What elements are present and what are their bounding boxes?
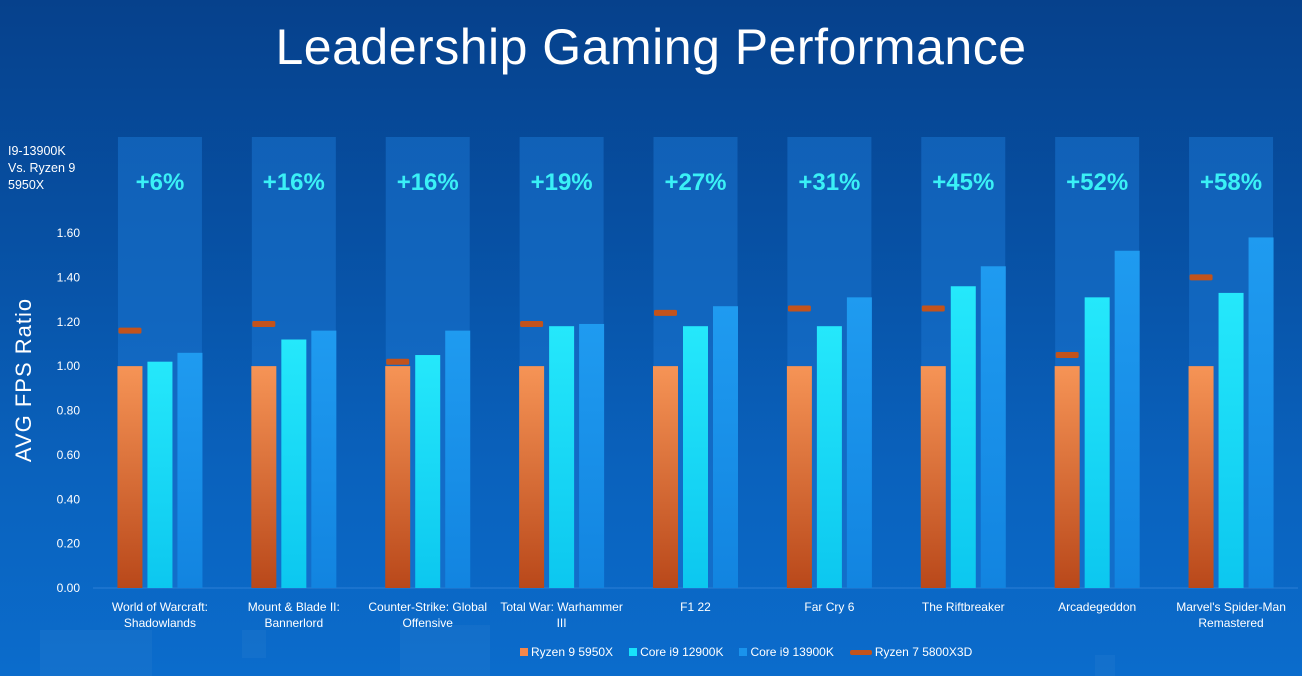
bar-core-i9-13900k: [846, 297, 872, 588]
marker-ryzen7-5800x3d: [1189, 274, 1213, 281]
x-tick-label: Arcadegeddon: [1058, 600, 1136, 614]
marker-ryzen7-5800x3d: [921, 305, 945, 312]
bar-core-i9-12900k: [950, 286, 976, 588]
uplift-label: +6%: [136, 169, 185, 196]
y-tick-label: 0.40: [57, 492, 81, 506]
uplift-label: +52%: [1066, 169, 1128, 196]
y-tick-label: 1.20: [57, 315, 81, 329]
bar-core-i9-12900k: [1218, 292, 1244, 588]
bar-ryzen-9-5950x: [786, 366, 812, 588]
bar-ryzen-9-5950x: [920, 366, 946, 588]
bar-core-i9-13900k: [1248, 237, 1274, 588]
legend-item: Core i9 13900K: [739, 645, 834, 659]
y-tick-label: 0.00: [57, 581, 81, 595]
legend-item: Core i9 12900K: [629, 645, 723, 659]
bar-ryzen-9-5950x: [1054, 366, 1080, 588]
bar-core-i9-13900k: [980, 266, 1006, 588]
legend-item: Ryzen 9 5950X: [520, 645, 613, 659]
uplift-label: +27%: [664, 169, 726, 196]
bar-core-i9-13900k: [1114, 250, 1140, 588]
uplift-label: +31%: [798, 169, 860, 196]
legend-swatch-core-i9-13900k: [739, 648, 748, 656]
bar-ryzen-9-5950x: [519, 366, 545, 588]
x-tick-label-line: Mount & Blade II:: [248, 600, 340, 614]
x-tick-label: Counter-Strike: Global Offensive: [368, 600, 487, 630]
bar-ryzen-9-5950x: [117, 366, 143, 588]
chart-legend: Ryzen 9 5950X Core i9 12900K Core i9 139…: [520, 645, 972, 659]
x-tick-label-line: World of Warcraft:: [112, 600, 208, 614]
subtitle-line: I9-13900K: [8, 144, 66, 158]
y-tick-label: 1.00: [57, 359, 81, 373]
x-tick-label-line: Arcadegeddon: [1058, 600, 1136, 614]
y-tick-label: 1.60: [57, 226, 81, 240]
x-tick-label-line: Bannerlord: [264, 616, 323, 630]
bar-core-i9-12900k: [281, 339, 307, 588]
bar-core-i9-13900k: [311, 330, 337, 588]
legend-swatch-core-i9-12900k: [629, 648, 638, 656]
marker-ryzen7-5800x3d: [118, 327, 142, 334]
bar-core-i9-13900k: [177, 352, 203, 588]
x-tick-label-line: Counter-Strike: Global: [368, 600, 487, 614]
bar-core-i9-12900k: [816, 326, 842, 588]
x-tick-label: Mount & Blade II: Bannerlord: [248, 600, 340, 630]
chart-subtitle: I9-13900K Vs. Ryzen 9 5950X: [8, 143, 108, 194]
legend-label: Core i9 12900K: [640, 645, 724, 659]
marker-ryzen7-5800x3d: [386, 358, 410, 365]
x-tick-label-line: III: [557, 616, 567, 630]
legend-swatch-ryzen7-5800x3d: [849, 649, 872, 655]
x-tick-label-line: Far Cry 6: [804, 600, 854, 614]
bar-core-i9-12900k: [147, 361, 173, 588]
uplift-label: +45%: [932, 169, 994, 196]
uplift-label: +16%: [397, 169, 459, 196]
x-tick-label-line: Shadowlands: [124, 616, 196, 630]
bar-core-i9-12900k: [1084, 297, 1110, 588]
legend-label: Core i9 13900K: [750, 645, 834, 659]
bar-ryzen-9-5950x: [385, 366, 411, 588]
page-title: Leadership Gaming Performance: [275, 19, 1027, 75]
x-tick-label: F1 22: [680, 600, 711, 614]
y-tick-label: 1.40: [57, 270, 81, 284]
uplift-label: +19%: [531, 169, 593, 196]
bar-core-i9-13900k: [713, 306, 738, 588]
x-tick-label-line: Total War: Warhammer: [500, 600, 622, 614]
y-tick-label: 0.80: [57, 404, 81, 418]
uplift-label: +58%: [1200, 169, 1262, 196]
bar-core-i9-12900k: [549, 326, 575, 588]
x-tick-label-line: The Riftbreaker: [922, 600, 1005, 614]
bar-ryzen-9-5950x: [1188, 366, 1214, 588]
legend-swatch-ryzen9-5950x: [520, 648, 528, 656]
x-tick-label-line: Offensive: [402, 616, 453, 630]
x-tick-label: World of Warcraft: Shadowlands: [112, 600, 208, 630]
legend-label: Ryzen 7 5800X3D: [874, 645, 973, 659]
x-tick-label: Total War: Warhammer III: [500, 600, 622, 630]
uplift-label: +16%: [263, 169, 325, 196]
x-tick-label: Marvel's Spider-Man Remastered: [1176, 600, 1286, 630]
bar-core-i9-12900k: [683, 326, 708, 588]
subtitle-line: Vs. Ryzen 9: [8, 161, 76, 175]
x-tick-label-line: F1 22: [680, 600, 711, 614]
marker-ryzen7-5800x3d: [252, 320, 276, 327]
subtitle-line: 5950X: [8, 178, 45, 192]
x-tick-label-line: Marvel's Spider-Man: [1176, 600, 1286, 614]
x-tick-label: The Riftbreaker: [922, 600, 1005, 614]
marker-ryzen7-5800x3d: [787, 305, 811, 312]
legend-label: Ryzen 9 5950X: [531, 645, 614, 659]
bar-ryzen-9-5950x: [653, 366, 678, 588]
bar-ryzen-9-5950x: [251, 366, 277, 588]
bar-core-i9-13900k: [445, 330, 471, 588]
marker-ryzen7-5800x3d: [1055, 352, 1079, 359]
x-tick-label-line: Remastered: [1198, 616, 1263, 630]
legend-item: Ryzen 7 5800X3D: [849, 645, 973, 659]
bar-core-i9-12900k: [415, 355, 441, 588]
y-tick-label: 0.20: [57, 537, 81, 551]
marker-ryzen7-5800x3d: [654, 309, 677, 316]
bar-core-i9-13900k: [579, 323, 605, 588]
x-tick-label: Far Cry 6: [804, 600, 854, 614]
y-tick-label: 0.60: [57, 448, 81, 462]
marker-ryzen7-5800x3d: [520, 320, 544, 327]
